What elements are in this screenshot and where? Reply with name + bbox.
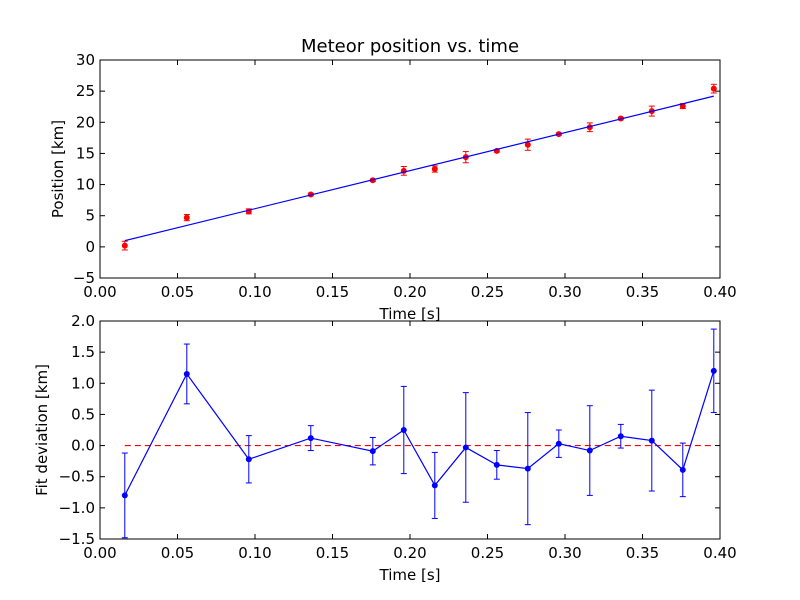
position-y-tick-label: −5 (73, 269, 95, 287)
deviation-data-point (462, 444, 469, 451)
position-y-tick-label: 20 (76, 113, 95, 131)
deviation-data-point (121, 492, 128, 499)
deviation-data-point (617, 433, 624, 440)
position-x-tick-label: 0.35 (626, 283, 659, 301)
deviation-data-point (555, 440, 562, 447)
deviation-data-point (524, 465, 531, 472)
deviation-data-point (183, 370, 190, 377)
deviation-y-tick-label: −1.0 (59, 499, 95, 517)
deviation-data-point (245, 456, 252, 463)
deviation-x-tick-label: 0.40 (703, 544, 736, 562)
deviation-x-tick-label: 0.00 (83, 544, 116, 562)
deviation-data-point (431, 482, 438, 489)
position-x-tick-label: 0.10 (238, 283, 271, 301)
position-data-point (524, 141, 531, 148)
deviation-data-point (369, 448, 376, 455)
deviation-data-point (679, 466, 686, 473)
position-fit-line (124, 95, 714, 242)
deviation-data-point (493, 461, 500, 468)
position-y-tick-label: 15 (76, 144, 95, 162)
position-x-tick-label: 0.40 (703, 283, 736, 301)
deviation-y-tick-label: −1.5 (59, 530, 95, 548)
deviation-x-tick-label: 0.20 (393, 544, 426, 562)
deviation-y-tick-label: 0.5 (71, 405, 95, 423)
deviation-x-tick-label: 0.35 (626, 544, 659, 562)
deviation-y-tick-label: 1.0 (71, 374, 95, 392)
position-subplot: Meteor position vs. time Time [s] Positi… (49, 36, 737, 323)
deviation-subplot: Time [s] Fit deviation [km] 0.00 0.05 0.10… (33, 312, 737, 584)
deviation-data-point (586, 447, 593, 454)
position-x-tick-label: 0.15 (316, 283, 349, 301)
position-x-tick-label: 0.30 (548, 283, 581, 301)
position-data-point (710, 85, 717, 92)
position-y-axis-label: Position [km] (49, 120, 67, 218)
deviation-y-tick-label: −0.5 (59, 468, 95, 486)
position-data-point (431, 166, 438, 172)
position-axis-ticks: 0.00 0.05 0.10 0.15 0.20 0.25 0.30 0.35 0.40 −5 0 5… (73, 51, 737, 301)
position-x-tick-label: 0.20 (393, 283, 426, 301)
position-y-tick-label: 25 (76, 82, 95, 100)
position-x-axis-label: Time [s] (379, 305, 441, 323)
deviation-y-tick-label: 0.0 (71, 437, 95, 455)
deviation-data-point (648, 437, 655, 444)
position-y-tick-label: 5 (85, 207, 95, 225)
deviation-y-tick-label: 2.0 (71, 312, 95, 330)
position-axes-frame (99, 59, 721, 279)
position-y-tick-label: 30 (76, 51, 95, 69)
deviation-y-axis-label: Fit deviation [km] (33, 364, 51, 496)
deviation-plot-area (121, 328, 717, 539)
deviation-axes-frame (99, 320, 721, 540)
position-y-tick-label: 0 (85, 238, 95, 256)
position-plot-area (121, 83, 717, 251)
deviation-data-point (307, 435, 314, 442)
deviation-x-axis-label: Time [s] (379, 566, 441, 584)
position-y-tick-label: 10 (76, 176, 95, 194)
position-data-point (183, 214, 190, 221)
deviation-x-tick-label: 0.25 (471, 544, 504, 562)
deviation-x-tick-label: 0.30 (548, 544, 581, 562)
deviation-y-tick-label: 1.5 (71, 343, 95, 361)
position-x-tick-label: 0.25 (471, 283, 504, 301)
position-x-tick-label: 0.00 (83, 283, 116, 301)
chart-title: Meteor position vs. time (301, 36, 519, 57)
deviation-x-tick-label: 0.10 (238, 544, 271, 562)
position-x-tick-label: 0.05 (161, 283, 194, 301)
deviation-series-line (124, 370, 715, 496)
deviation-x-tick-label: 0.15 (316, 544, 349, 562)
deviation-data-point (400, 427, 407, 433)
deviation-axis-ticks: 0.00 0.05 0.10 0.15 0.20 0.25 0.30 0.35 0.40 −1.5… (59, 312, 737, 562)
deviation-x-tick-label: 0.05 (161, 544, 194, 562)
deviation-data-point (710, 367, 717, 374)
position-data-point (121, 242, 128, 249)
